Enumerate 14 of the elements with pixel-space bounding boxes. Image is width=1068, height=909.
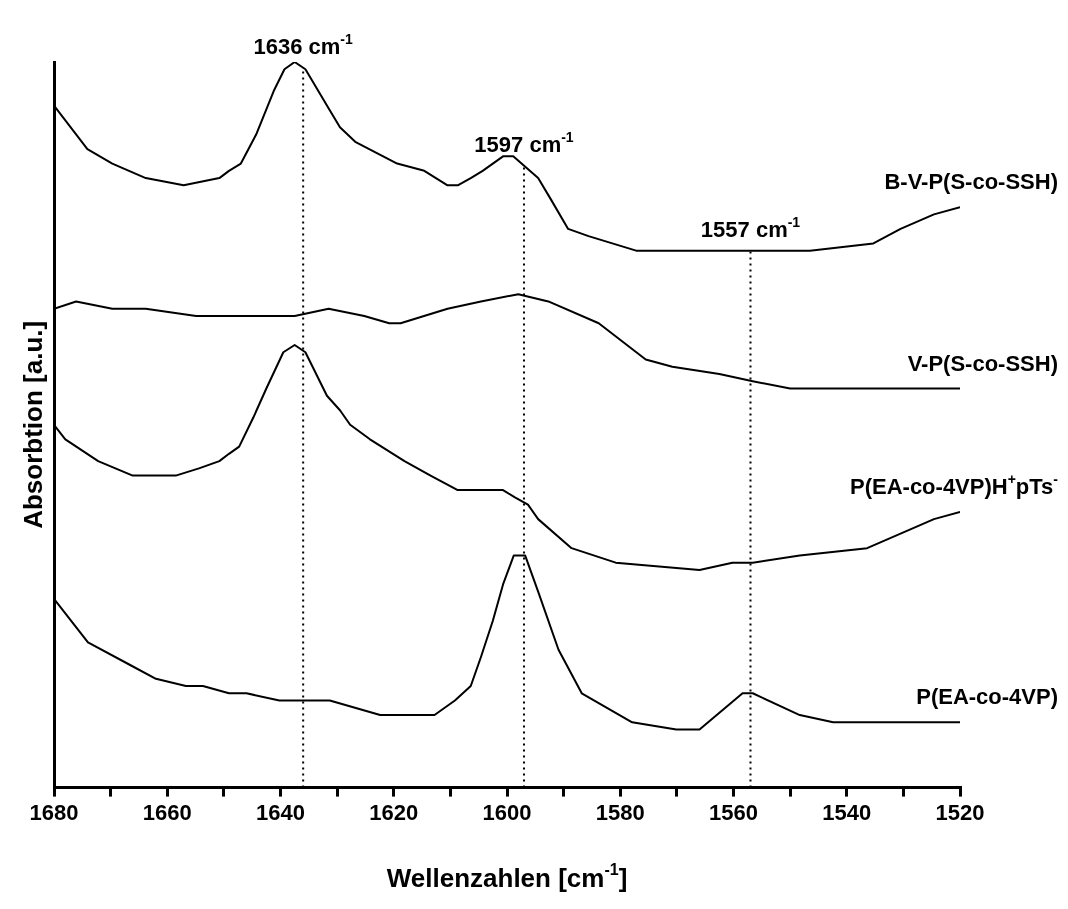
series-label: V-P(S-co-SSH) xyxy=(907,350,1059,376)
series-label: P(EA-co-4VP) xyxy=(916,684,1058,710)
x-tick-label: 1600 xyxy=(482,799,532,825)
x-tick-label: 1660 xyxy=(142,799,192,825)
x-tick-label: 1580 xyxy=(595,799,645,825)
series-label: P(EA-co-4VP)H+pTs- xyxy=(850,470,1059,499)
x-tick-label: 1520 xyxy=(935,799,985,825)
x-tick-label: 1540 xyxy=(822,799,872,825)
series-label: B-V-P(S-co-SSH) xyxy=(884,169,1058,195)
x-tick-label: 1640 xyxy=(256,799,305,825)
y-axis-title: Absorbtion [a.u.] xyxy=(18,320,48,529)
x-tick-label: 1560 xyxy=(709,799,758,825)
x-tick-label: 1680 xyxy=(29,799,79,825)
x-tick-label: 1620 xyxy=(369,799,419,825)
